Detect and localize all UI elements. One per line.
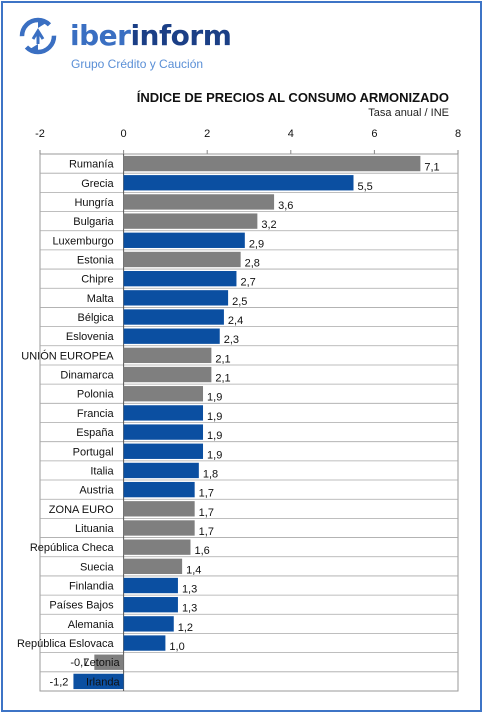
category-label: Lituania (75, 523, 114, 535)
bar (123, 481, 195, 498)
bar (123, 328, 220, 344)
chart-title: ÍNDICE DE PRECIOS AL CONSUMO ARMONIZADO (136, 90, 449, 105)
data-label: 2,3 (224, 334, 239, 346)
data-label: 2,9 (249, 238, 264, 250)
bar (123, 290, 229, 306)
data-label: 1,7 (199, 526, 214, 538)
x-tick-label: -2 (35, 128, 45, 140)
chart-subtitle: Tasa anual / INE (368, 107, 449, 119)
category-label: Bulgaria (73, 216, 114, 228)
category-label: Portugal (73, 446, 114, 458)
category-label: Luxemburgo (52, 235, 113, 247)
category-label: Irlanda (86, 676, 121, 688)
data-label: 1,4 (186, 564, 201, 576)
data-label: 5,5 (358, 181, 373, 193)
bar (123, 194, 275, 210)
category-label: Dinamarca (60, 370, 114, 382)
category-label: UNIÓN EUROPEA (21, 349, 114, 362)
bar (123, 539, 191, 555)
bar (94, 654, 124, 670)
circular-arrows-icon (16, 14, 60, 63)
data-label: 1,7 (199, 507, 214, 519)
bar (123, 520, 195, 536)
bar (123, 175, 354, 191)
category-label: Malta (87, 293, 115, 305)
data-label: 3,2 (261, 219, 276, 231)
category-label: Austria (79, 485, 114, 497)
data-label: 2,1 (215, 373, 230, 385)
category-label: Alemania (68, 619, 115, 631)
data-label: 7,1 (424, 162, 439, 174)
category-label: Polonia (77, 389, 115, 401)
data-label: 1,9 (207, 392, 222, 404)
data-label: 1,3 (182, 584, 197, 596)
category-label: Finlandia (69, 581, 115, 593)
x-tick-label: 2 (204, 128, 210, 140)
bar (123, 501, 195, 517)
data-label: 1,9 (207, 430, 222, 442)
bar (123, 577, 178, 594)
data-label: -1,2 (49, 676, 68, 688)
bar (123, 558, 183, 575)
category-label: España (76, 427, 114, 439)
category-label: Suecia (80, 561, 115, 573)
data-label: 2,8 (245, 257, 260, 269)
bar (123, 635, 166, 651)
category-label: Chipre (81, 274, 113, 286)
category-label: Estonia (77, 254, 115, 266)
brand-logo: iberinform (70, 19, 232, 52)
bar (123, 270, 237, 287)
category-label: Países Bajos (49, 600, 114, 612)
category-label: Grecia (81, 178, 114, 190)
data-label: 1,9 (207, 411, 222, 423)
category-label: Eslovenia (66, 331, 115, 343)
data-label: 2,7 (240, 277, 255, 289)
data-label: 2,4 (228, 315, 243, 327)
data-label: 1,9 (207, 449, 222, 461)
data-label: 1,0 (169, 641, 184, 653)
brand-subtitle: Grupo Crédito y Caución (71, 57, 204, 71)
data-label: 3,6 (278, 200, 293, 212)
bar (123, 309, 224, 325)
bar (123, 424, 204, 440)
bar (123, 213, 258, 229)
category-label: Italia (90, 465, 114, 477)
x-tick-label: 0 (121, 128, 127, 140)
data-label: 1,3 (182, 603, 197, 615)
data-label: 1,2 (178, 622, 193, 634)
category-label: República Checa (30, 542, 115, 554)
bar (123, 443, 204, 459)
bar (123, 366, 212, 383)
bar (123, 405, 204, 421)
bar (123, 232, 245, 248)
category-label: Bélgica (78, 312, 115, 324)
bar (123, 347, 212, 364)
x-tick-label: 8 (455, 128, 461, 140)
bar (123, 251, 241, 268)
data-label: 2,1 (215, 353, 230, 365)
x-tick-label: 4 (288, 128, 294, 140)
brand-name-part1: iber (70, 19, 131, 52)
data-label: 2,5 (232, 296, 247, 308)
bar (123, 597, 178, 613)
x-tick-label: 6 (371, 128, 377, 140)
bar (123, 616, 174, 632)
category-label: Francia (77, 408, 115, 420)
category-label: Rumanía (69, 159, 115, 171)
data-label: 1,8 (203, 468, 218, 480)
bar (123, 386, 204, 402)
bar (73, 673, 124, 690)
category-label: Hungría (74, 197, 114, 209)
bar (123, 155, 421, 172)
category-label: ZONA EURO (49, 504, 114, 516)
brand-name-part2: inform (130, 19, 232, 52)
data-label: -0,7 (70, 657, 89, 669)
data-label: 1,6 (194, 545, 209, 557)
data-label: 1,7 (199, 488, 214, 500)
category-label: República Eslovaca (17, 638, 114, 650)
category-label: Letonia (84, 657, 121, 669)
bar (123, 462, 199, 479)
